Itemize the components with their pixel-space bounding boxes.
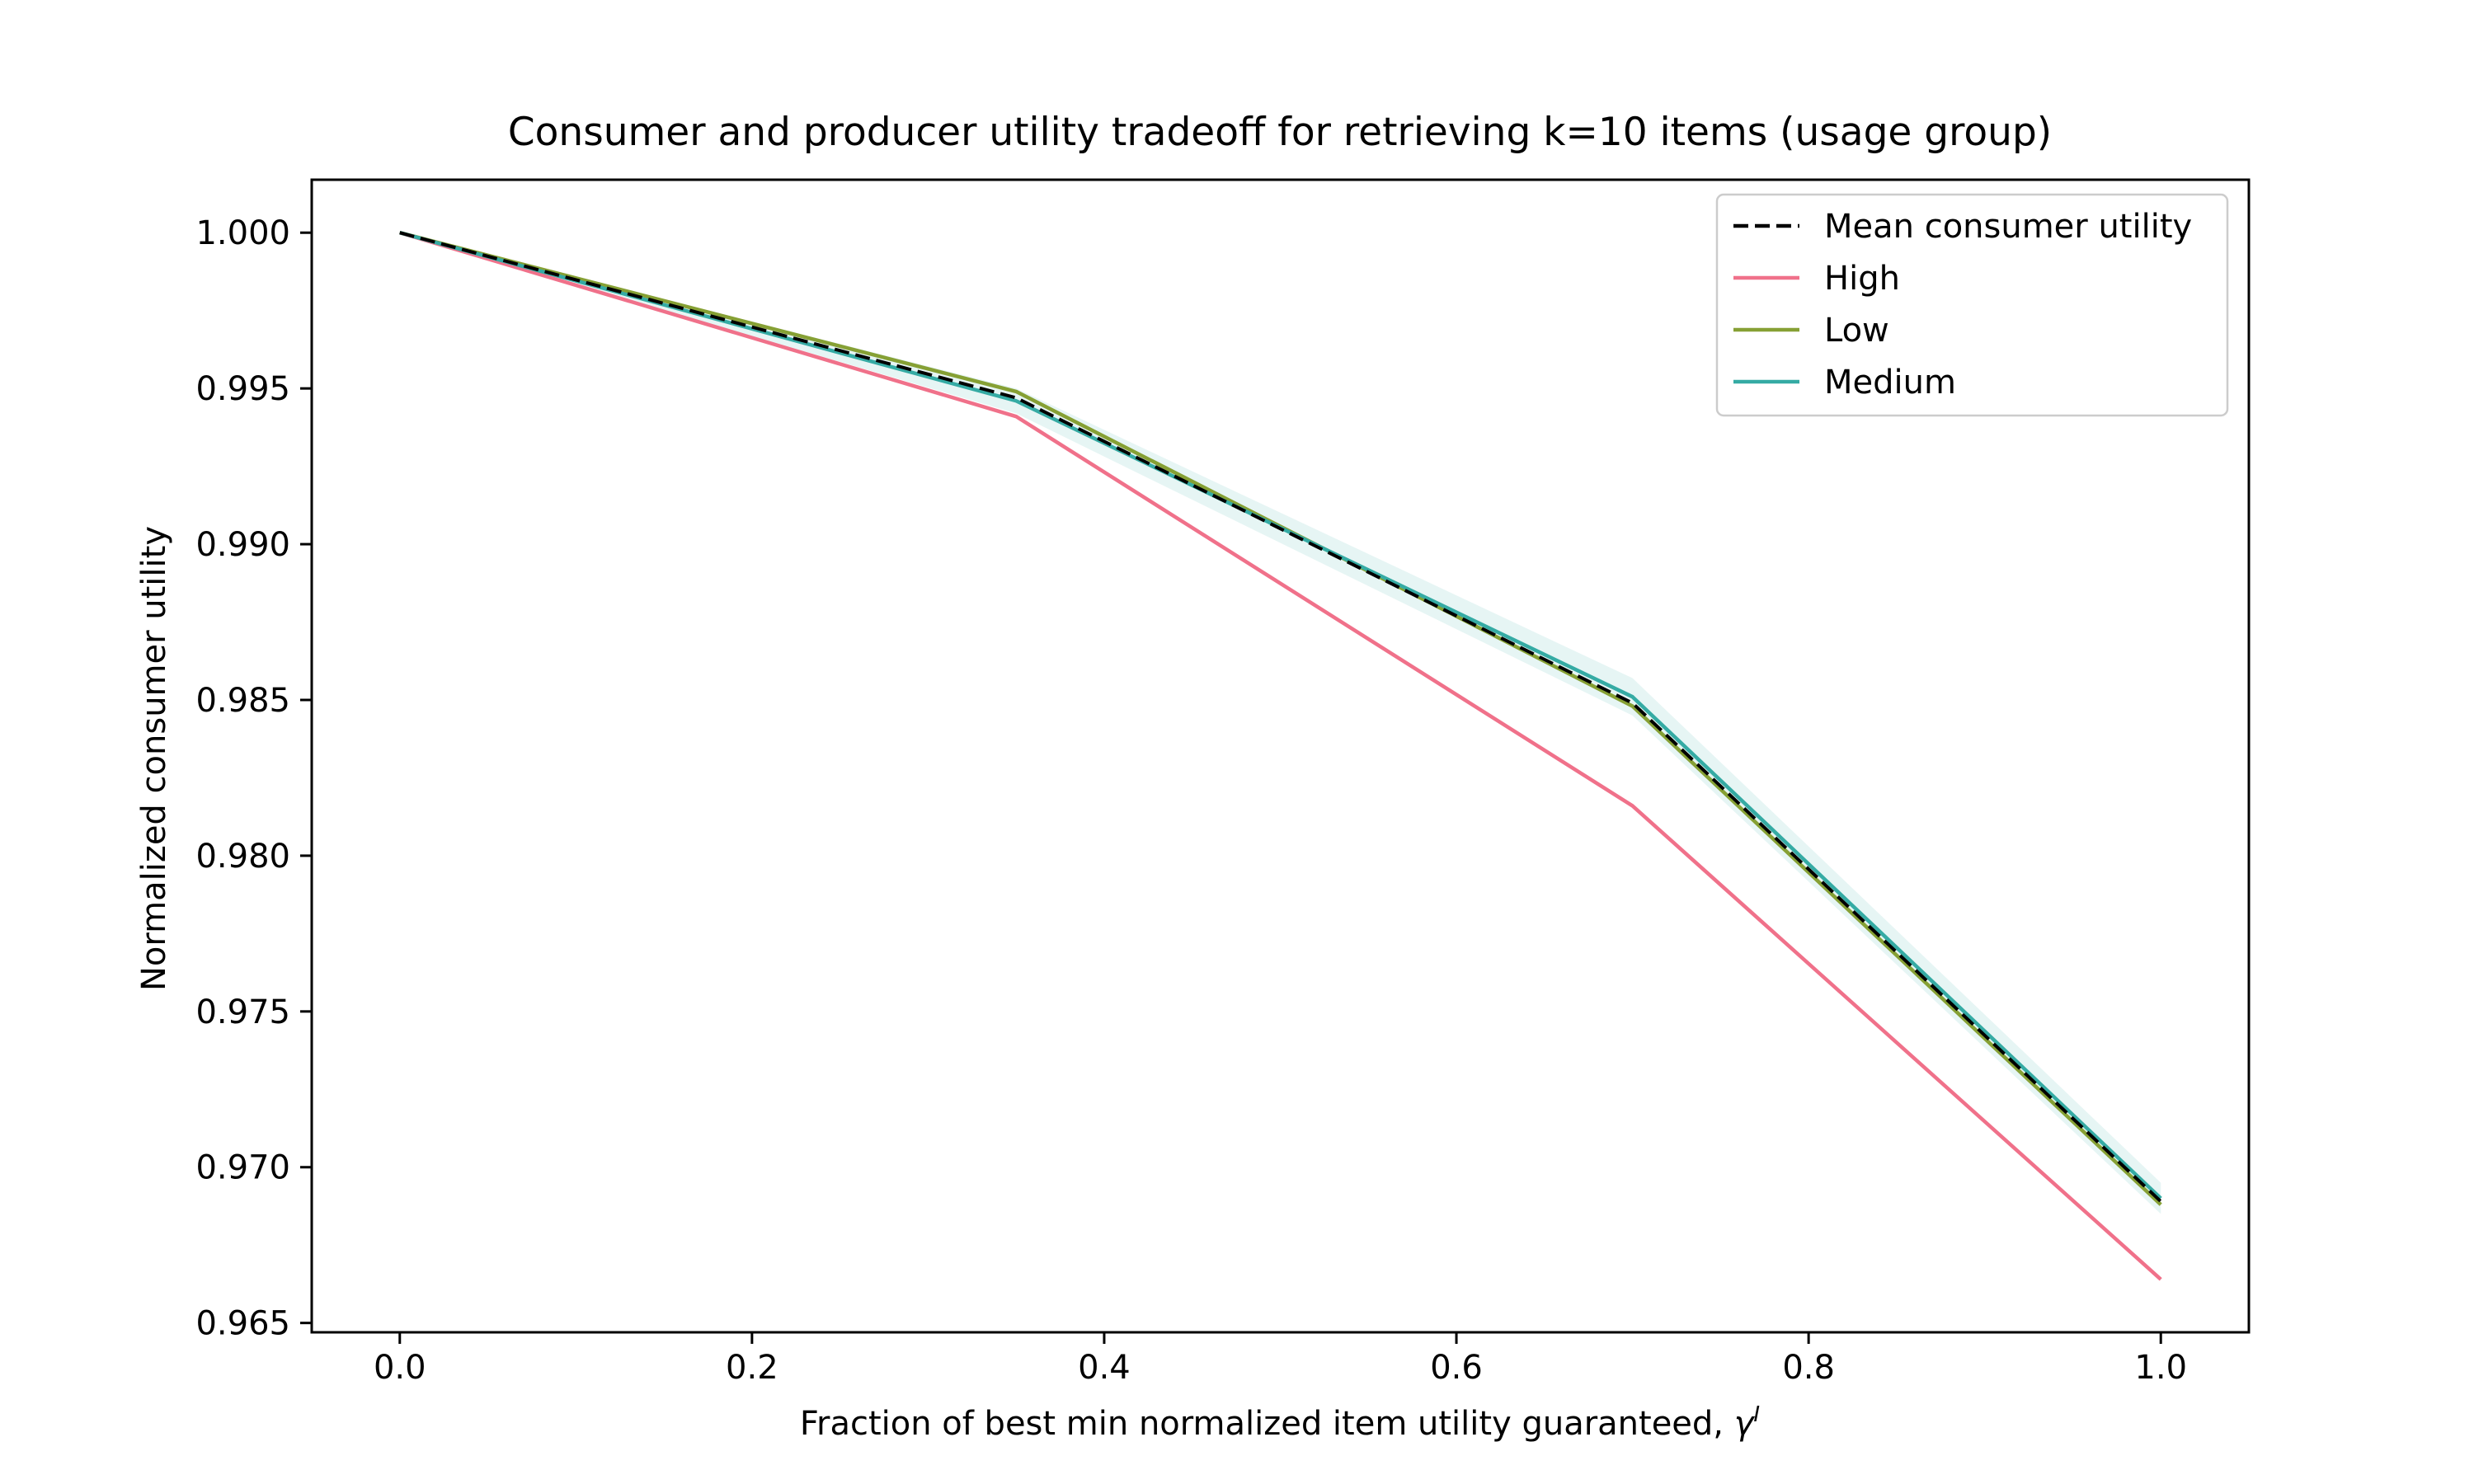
- x-tick-label-0: 0.0: [374, 1349, 426, 1387]
- x-axis-label-superscript: I: [1753, 1402, 1760, 1427]
- x-tick-label-5: 1.0: [2134, 1349, 2187, 1387]
- y-tick-label-2: 0.975: [195, 993, 290, 1031]
- x-axis-label-symbol: γ: [1734, 1405, 1756, 1443]
- x-tick-label-1: 0.2: [726, 1349, 778, 1387]
- x-axis: 0.0 0.2 0.4 0.6 0.8 1.0: [374, 1332, 2187, 1387]
- y-axis: 0.965 0.970 0.975 0.980 0.985 0.990 0.995 1.000: [195, 214, 312, 1343]
- y-tick-label-4: 0.985: [195, 682, 290, 720]
- y-tick-label-3: 0.980: [195, 838, 290, 876]
- x-axis-label-text: Fraction of best min normalized item uti…: [800, 1405, 1734, 1443]
- x-tick-label-4: 0.8: [1782, 1349, 1835, 1387]
- series-line-3: [399, 231, 2162, 1200]
- legend-box: [1715, 193, 2229, 417]
- y-tick-label-0: 0.965: [195, 1305, 290, 1343]
- chart-title: Consumer and producer utility tradeoff f…: [508, 110, 2052, 155]
- legend-label-1: High: [1824, 260, 1900, 298]
- y-axis-label: Normalized consumer utility: [135, 526, 173, 991]
- legend-label-2: Low: [1824, 312, 1889, 350]
- x-axis-label: Fraction of best min normalized item uti…: [800, 1402, 1760, 1443]
- y-tick-label-7: 1.000: [195, 214, 290, 252]
- x-tick-label-2: 0.4: [1078, 1349, 1131, 1387]
- legend-label-0: Mean consumer utility: [1824, 208, 2192, 246]
- plot-frame: [310, 178, 2251, 1334]
- legend: Mean consumer utility High Low Medium: [1715, 193, 2229, 417]
- y-tick-label-5: 0.990: [195, 526, 290, 564]
- plot-area: [310, 178, 2251, 1334]
- y-tick-label-6: 0.995: [195, 370, 290, 408]
- y-tick-label-1: 0.970: [195, 1149, 290, 1187]
- x-tick-label-3: 0.6: [1430, 1349, 1483, 1387]
- series-line-1: [399, 231, 2162, 1281]
- legend-label-3: Medium: [1824, 364, 1956, 402]
